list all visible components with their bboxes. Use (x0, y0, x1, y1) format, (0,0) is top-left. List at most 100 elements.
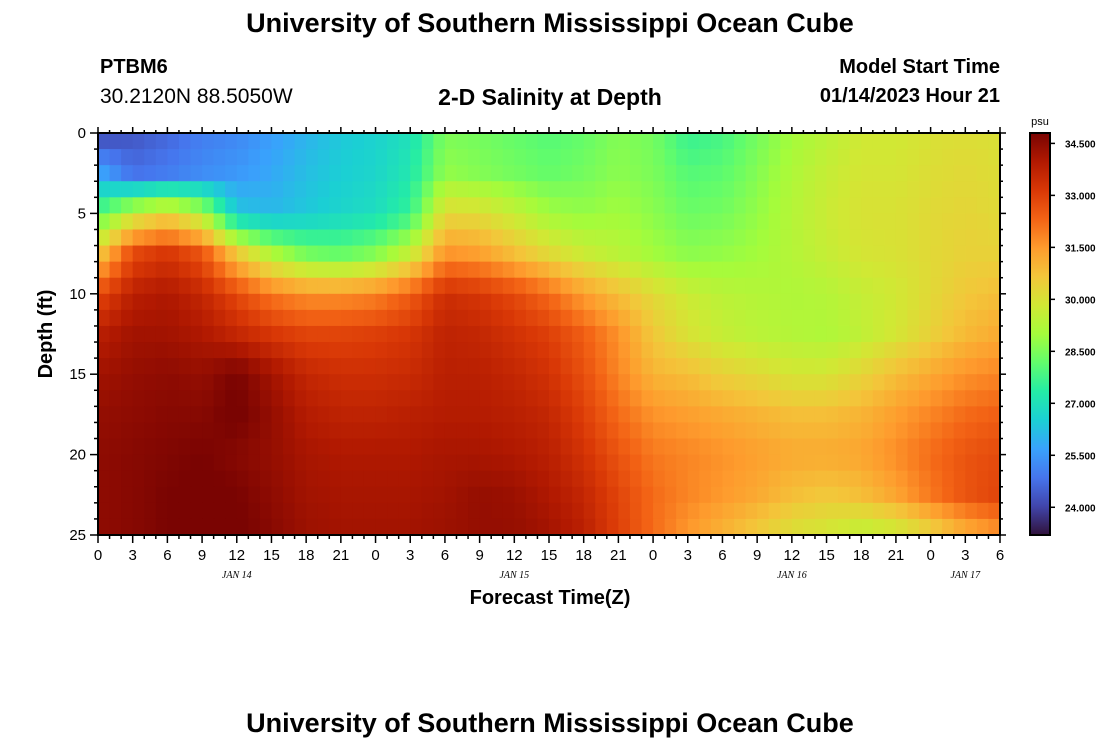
heatmap-cell (144, 422, 157, 440)
heatmap-cell (491, 406, 504, 424)
heatmap-cell (283, 149, 296, 166)
heatmap-cell (213, 277, 226, 295)
heatmap-cell (780, 293, 793, 311)
heatmap-cell (167, 342, 180, 359)
heatmap-cell (629, 390, 643, 407)
heatmap-cell (965, 165, 978, 182)
heatmap-cell (387, 518, 400, 536)
heatmap-cell (583, 245, 596, 263)
heatmap-cell (595, 229, 608, 247)
heatmap-cell (838, 358, 851, 375)
heatmap-cell (838, 213, 851, 231)
heatmap-cell (549, 406, 562, 424)
heatmap-cell (236, 197, 249, 214)
heatmap-cell (826, 518, 839, 536)
heatmap-cell (410, 438, 423, 456)
heatmap-cell (271, 165, 284, 182)
heatmap-cell (606, 181, 619, 198)
heatmap-cell (976, 309, 990, 327)
heatmap-cell (121, 245, 134, 263)
heatmap-cell (976, 406, 990, 424)
heatmap-cell (514, 406, 527, 424)
heatmap-cell (444, 309, 458, 327)
heatmap-cell (849, 165, 862, 182)
heatmap-cell (421, 197, 434, 214)
heatmap-cell (410, 374, 423, 391)
heatmap-cell (757, 342, 770, 359)
heatmap-cell (271, 181, 284, 198)
heatmap-cell (514, 213, 527, 231)
heatmap-cell (930, 342, 943, 359)
heatmap-cell (329, 293, 342, 311)
heatmap-cell (167, 422, 180, 440)
heatmap-cell (363, 149, 377, 166)
heatmap-cell (502, 149, 515, 166)
heatmap-cell (537, 406, 550, 424)
heatmap-cell (167, 325, 180, 343)
heatmap-cell (814, 470, 828, 488)
heatmap-cell (329, 502, 342, 520)
heatmap-cell (988, 502, 1001, 520)
heatmap-cell (595, 454, 608, 472)
heatmap-cell (965, 470, 978, 488)
heatmap-cell (537, 374, 550, 391)
heatmap-cell (202, 390, 215, 407)
heatmap-cell (734, 406, 747, 424)
heatmap-cell (340, 358, 354, 375)
heatmap-cell (919, 165, 932, 182)
heatmap-cell (803, 454, 816, 472)
heatmap-cell (722, 277, 735, 295)
heatmap-cell (456, 213, 469, 231)
x-tick-label: 12 (784, 547, 801, 564)
heatmap-cell (363, 406, 377, 424)
heatmap-cell (664, 309, 677, 327)
heatmap-cell (826, 197, 839, 214)
heatmap-cell (121, 438, 134, 456)
heatmap-cell (849, 358, 862, 375)
heatmap-cell (942, 133, 955, 150)
heatmap-cell (653, 454, 666, 472)
heatmap-cell (190, 261, 203, 279)
heatmap-cell (930, 181, 943, 198)
heatmap-cell (606, 518, 619, 536)
x-tick-label: 0 (371, 547, 379, 564)
day-label: JAN 17 (950, 570, 981, 581)
heatmap-cell (109, 165, 122, 182)
heatmap-cell (387, 229, 400, 247)
heatmap-cell (884, 133, 897, 150)
heatmap-cell (641, 358, 654, 375)
heatmap-cell (838, 149, 851, 166)
heatmap-cell (433, 325, 446, 343)
heatmap-cell (664, 149, 677, 166)
heatmap-cell (849, 309, 862, 327)
heatmap-cell (514, 486, 527, 504)
heatmap-cell (791, 502, 805, 520)
heatmap-cell (710, 293, 724, 311)
heatmap-cell (537, 518, 550, 536)
heatmap-cell (687, 261, 700, 279)
heatmap-cell (699, 486, 712, 504)
heatmap-cell (167, 502, 180, 520)
heatmap-cell (202, 518, 215, 536)
heatmap-cell (444, 149, 458, 166)
heatmap-cell (861, 293, 874, 311)
heatmap-cell (849, 406, 862, 424)
heatmap-cell (514, 245, 527, 263)
heatmap-cell (132, 518, 145, 536)
heatmap-cell (410, 261, 423, 279)
heatmap-cell (618, 470, 631, 488)
heatmap-cell (398, 229, 411, 247)
heatmap-cell (768, 390, 781, 407)
heatmap-cell (572, 197, 585, 214)
heatmap-cell (317, 374, 330, 391)
heatmap-cell (699, 454, 712, 472)
heatmap-cell (121, 486, 134, 504)
heatmap-cell (537, 229, 550, 247)
heatmap-cell (329, 374, 342, 391)
heatmap-cell (132, 358, 145, 375)
heatmap-cell (653, 309, 666, 327)
heatmap-cell (456, 165, 469, 182)
heatmap-cell (791, 181, 805, 198)
heatmap-cell (664, 406, 677, 424)
heatmap-cell (363, 229, 377, 247)
